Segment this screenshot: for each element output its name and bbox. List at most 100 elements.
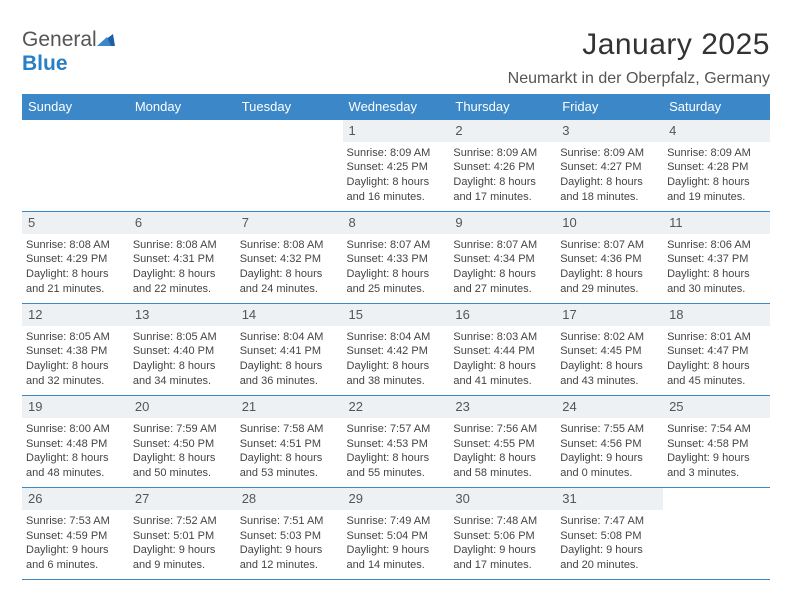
sunset-text: Sunset: 4:55 PM [453, 437, 552, 452]
sunset-text: Sunset: 4:38 PM [26, 344, 125, 359]
header: General Blue January 2025 Neumarkt in de… [22, 28, 770, 88]
day-number-cell [663, 488, 770, 510]
sunset-text: Sunset: 4:36 PM [560, 252, 659, 267]
day-detail-cell: Sunrise: 8:07 AMSunset: 4:36 PMDaylight:… [556, 234, 663, 304]
day-detail-cell: Sunrise: 7:57 AMSunset: 4:53 PMDaylight:… [343, 418, 450, 488]
sunrise-text: Sunrise: 8:09 AM [560, 146, 659, 161]
sunrise-text: Sunrise: 7:56 AM [453, 422, 552, 437]
daylight-text: Daylight: 9 hours and 0 minutes. [560, 451, 659, 481]
day-number-cell: 28 [236, 488, 343, 510]
day-detail-cell [236, 142, 343, 212]
daylight-text: Daylight: 9 hours and 12 minutes. [240, 543, 339, 573]
day-number-cell: 13 [129, 304, 236, 326]
day-number-cell: 31 [556, 488, 663, 510]
day-number-cell: 7 [236, 212, 343, 234]
week-row: Sunrise: 7:53 AMSunset: 4:59 PMDaylight:… [22, 510, 770, 580]
sunrise-text: Sunrise: 7:54 AM [667, 422, 766, 437]
daylight-text: Daylight: 8 hours and 36 minutes. [240, 359, 339, 389]
sunset-text: Sunset: 4:59 PM [26, 529, 125, 544]
sunset-text: Sunset: 4:48 PM [26, 437, 125, 452]
sunrise-text: Sunrise: 7:55 AM [560, 422, 659, 437]
sunrise-text: Sunrise: 8:06 AM [667, 238, 766, 253]
day-number-cell [129, 120, 236, 142]
day-detail-cell: Sunrise: 7:54 AMSunset: 4:58 PMDaylight:… [663, 418, 770, 488]
daylight-text: Daylight: 9 hours and 3 minutes. [667, 451, 766, 481]
day-number-cell: 25 [663, 396, 770, 418]
sunrise-text: Sunrise: 7:49 AM [347, 514, 446, 529]
daylight-text: Daylight: 9 hours and 9 minutes. [133, 543, 232, 573]
day-number-cell: 3 [556, 120, 663, 142]
day-number-cell: 4 [663, 120, 770, 142]
daynum-row: 1234 [22, 120, 770, 142]
sunrise-text: Sunrise: 7:52 AM [133, 514, 232, 529]
sunset-text: Sunset: 4:28 PM [667, 160, 766, 175]
day-detail-cell: Sunrise: 8:08 AMSunset: 4:29 PMDaylight:… [22, 234, 129, 304]
sunset-text: Sunset: 4:26 PM [453, 160, 552, 175]
day-number-cell: 22 [343, 396, 450, 418]
day-number-cell: 24 [556, 396, 663, 418]
sunrise-text: Sunrise: 8:07 AM [347, 238, 446, 253]
day-number-cell: 16 [449, 304, 556, 326]
sunset-text: Sunset: 4:33 PM [347, 252, 446, 267]
day-number-cell: 2 [449, 120, 556, 142]
sunrise-text: Sunrise: 8:09 AM [667, 146, 766, 161]
brand-logo: General Blue [22, 28, 115, 76]
daylight-text: Daylight: 8 hours and 16 minutes. [347, 175, 446, 205]
day-number-cell [22, 120, 129, 142]
brand-name: General Blue [22, 28, 115, 76]
day-detail-cell: Sunrise: 7:56 AMSunset: 4:55 PMDaylight:… [449, 418, 556, 488]
sunset-text: Sunset: 4:53 PM [347, 437, 446, 452]
sunset-text: Sunset: 4:25 PM [347, 160, 446, 175]
day-detail-cell: Sunrise: 7:47 AMSunset: 5:08 PMDaylight:… [556, 510, 663, 580]
daylight-text: Daylight: 8 hours and 19 minutes. [667, 175, 766, 205]
sunrise-text: Sunrise: 8:07 AM [560, 238, 659, 253]
sunrise-text: Sunrise: 7:47 AM [560, 514, 659, 529]
daylight-text: Daylight: 8 hours and 41 minutes. [453, 359, 552, 389]
day-detail-cell: Sunrise: 7:58 AMSunset: 4:51 PMDaylight:… [236, 418, 343, 488]
location-label: Neumarkt in der Oberpfalz, Germany [508, 70, 770, 88]
daylight-text: Daylight: 8 hours and 22 minutes. [133, 267, 232, 297]
day-detail-cell: Sunrise: 8:03 AMSunset: 4:44 PMDaylight:… [449, 326, 556, 396]
daylight-text: Daylight: 8 hours and 50 minutes. [133, 451, 232, 481]
sunset-text: Sunset: 5:08 PM [560, 529, 659, 544]
weekday-header: Monday [129, 94, 236, 120]
day-number-cell: 23 [449, 396, 556, 418]
sunset-text: Sunset: 4:56 PM [560, 437, 659, 452]
day-detail-cell: Sunrise: 7:53 AMSunset: 4:59 PMDaylight:… [22, 510, 129, 580]
day-detail-cell: Sunrise: 8:05 AMSunset: 4:38 PMDaylight:… [22, 326, 129, 396]
day-number-cell: 18 [663, 304, 770, 326]
sunset-text: Sunset: 4:45 PM [560, 344, 659, 359]
daylight-text: Daylight: 8 hours and 21 minutes. [26, 267, 125, 297]
daylight-text: Daylight: 8 hours and 58 minutes. [453, 451, 552, 481]
sunset-text: Sunset: 4:32 PM [240, 252, 339, 267]
day-detail-cell: Sunrise: 8:09 AMSunset: 4:27 PMDaylight:… [556, 142, 663, 212]
weekday-header: Wednesday [343, 94, 450, 120]
daylight-text: Daylight: 8 hours and 43 minutes. [560, 359, 659, 389]
sunset-text: Sunset: 4:50 PM [133, 437, 232, 452]
sunset-text: Sunset: 4:58 PM [667, 437, 766, 452]
brand-name-a: General [22, 28, 97, 51]
daylight-text: Daylight: 8 hours and 17 minutes. [453, 175, 552, 205]
day-detail-cell: Sunrise: 7:52 AMSunset: 5:01 PMDaylight:… [129, 510, 236, 580]
title-block: January 2025 Neumarkt in der Oberpfalz, … [508, 28, 770, 88]
daylight-text: Daylight: 8 hours and 25 minutes. [347, 267, 446, 297]
daylight-text: Daylight: 8 hours and 38 minutes. [347, 359, 446, 389]
sunrise-text: Sunrise: 7:48 AM [453, 514, 552, 529]
daylight-text: Daylight: 8 hours and 30 minutes. [667, 267, 766, 297]
day-number-cell: 1 [343, 120, 450, 142]
daylight-text: Daylight: 8 hours and 34 minutes. [133, 359, 232, 389]
daynum-row: 12131415161718 [22, 304, 770, 326]
day-detail-cell [129, 142, 236, 212]
day-number-cell: 21 [236, 396, 343, 418]
sunrise-text: Sunrise: 8:08 AM [240, 238, 339, 253]
sunrise-text: Sunrise: 7:57 AM [347, 422, 446, 437]
sunrise-text: Sunrise: 8:05 AM [133, 330, 232, 345]
weekday-header: Tuesday [236, 94, 343, 120]
day-detail-cell: Sunrise: 8:09 AMSunset: 4:25 PMDaylight:… [343, 142, 450, 212]
sunset-text: Sunset: 5:01 PM [133, 529, 232, 544]
daynum-row: 19202122232425 [22, 396, 770, 418]
daylight-text: Daylight: 8 hours and 24 minutes. [240, 267, 339, 297]
day-detail-cell: Sunrise: 8:06 AMSunset: 4:37 PMDaylight:… [663, 234, 770, 304]
daylight-text: Daylight: 8 hours and 48 minutes. [26, 451, 125, 481]
day-detail-cell: Sunrise: 8:02 AMSunset: 4:45 PMDaylight:… [556, 326, 663, 396]
